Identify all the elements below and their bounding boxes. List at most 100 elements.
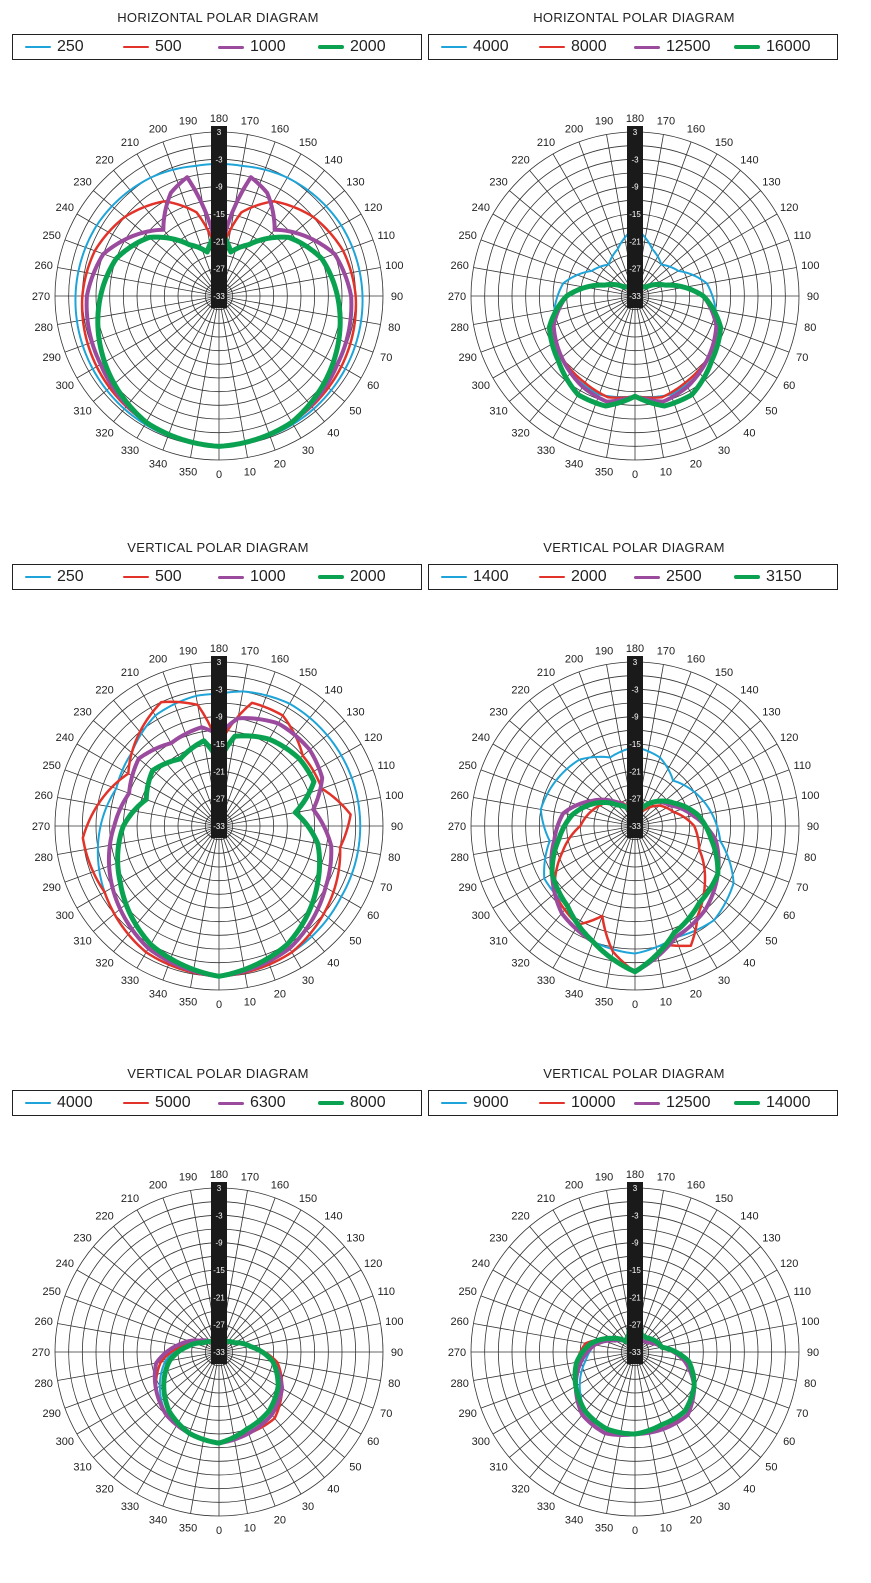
angle-tick-label: 230	[73, 707, 91, 719]
angle-tick-label: 60	[367, 380, 379, 392]
legend-label: 2500	[666, 568, 702, 585]
grid-spoke	[552, 153, 633, 291]
legend-item: 8000	[318, 1091, 386, 1115]
grid-spoke	[636, 1357, 692, 1507]
angle-tick-label: 0	[632, 1525, 638, 1537]
angle-tick-label: 340	[149, 458, 167, 470]
angle-tick-label: 50	[349, 1461, 361, 1473]
grid-spoke	[76, 1269, 215, 1350]
legend-swatch	[634, 1101, 660, 1105]
angle-tick-label: 180	[210, 643, 228, 655]
db-scale-bar	[211, 656, 227, 838]
angle-tick-label: 350	[595, 996, 613, 1008]
grid-spoke	[578, 141, 634, 291]
angle-tick-label: 260	[35, 260, 53, 272]
angle-tick-label: 30	[718, 445, 730, 457]
angle-tick-label: 140	[740, 685, 758, 697]
grid-spoke	[636, 1197, 692, 1347]
grid-spoke	[162, 671, 218, 821]
angle-tick-label: 340	[149, 988, 167, 1000]
angle-tick-label: 210	[537, 667, 555, 679]
grid-spoke	[636, 831, 692, 981]
grid-spoke	[529, 170, 632, 292]
grid-spoke	[224, 797, 381, 826]
db-tick-label: -21	[213, 767, 225, 776]
angle-tick-label: 180	[626, 113, 644, 125]
angle-tick-label: 330	[121, 975, 139, 987]
db-tick-label: -3	[215, 155, 223, 164]
legend-swatch	[539, 1102, 565, 1104]
grid-spoke	[529, 300, 632, 422]
angle-tick-label: 350	[595, 466, 613, 478]
angle-tick-label: 70	[380, 352, 392, 364]
angle-tick-label: 40	[327, 1483, 339, 1495]
angle-tick-label: 10	[660, 1522, 672, 1534]
angle-tick-label: 190	[179, 116, 197, 128]
grid-spoke	[220, 671, 276, 821]
grid-spoke	[76, 1354, 215, 1435]
angle-tick-label: 240	[472, 732, 490, 744]
angle-tick-label: 50	[765, 1461, 777, 1473]
angle-tick-label: 190	[179, 646, 197, 658]
grid-spoke	[529, 830, 632, 952]
angle-tick-label: 190	[595, 1172, 613, 1184]
angle-tick-label: 290	[459, 1408, 477, 1420]
angle-tick-label: 100	[385, 790, 403, 802]
legend-label: 4000	[57, 1094, 93, 1111]
grid-spoke	[162, 831, 218, 981]
grid-spoke	[64, 769, 214, 825]
angle-tick-label: 30	[718, 975, 730, 987]
angle-tick-label: 250	[459, 760, 477, 772]
angle-tick-label: 210	[121, 1193, 139, 1205]
grid-spoke	[473, 296, 630, 325]
angle-tick-label: 230	[73, 1233, 91, 1245]
db-tick-label: -9	[215, 713, 223, 722]
angle-tick-label: 220	[95, 1211, 113, 1223]
db-tick-label: -33	[629, 822, 641, 831]
legend-swatch	[218, 575, 244, 579]
angle-tick-label: 350	[595, 1522, 613, 1534]
legend-swatch	[634, 575, 660, 579]
db-tick-label: 3	[217, 658, 222, 667]
angle-tick-label: 80	[804, 322, 816, 334]
grid-spoke	[473, 797, 630, 826]
grid-spoke	[492, 213, 631, 294]
angle-tick-label: 320	[95, 957, 113, 969]
grid-spoke	[136, 301, 217, 439]
db-tick-label: -15	[213, 740, 225, 749]
angle-tick-label: 90	[807, 291, 819, 303]
angle-tick-label: 150	[715, 1193, 733, 1205]
angle-tick-label: 110	[378, 230, 396, 242]
grid-spoke	[223, 720, 345, 823]
db-tick-label: -3	[631, 685, 639, 694]
legend: 9000 10000 12500 14000	[428, 1090, 838, 1116]
grid-spoke	[113, 700, 216, 822]
angle-tick-label: 270	[448, 1347, 466, 1359]
angle-tick-label: 190	[595, 646, 613, 658]
grid-spoke	[57, 826, 214, 855]
legend-item: 2000	[318, 565, 386, 589]
grid-spoke	[578, 1197, 634, 1347]
db-tick-label: -9	[631, 183, 639, 192]
grid-spoke	[224, 239, 374, 295]
db-tick-label: -27	[629, 265, 641, 274]
grid-spoke	[480, 769, 630, 825]
grid-spoke	[638, 830, 741, 952]
grid-spoke	[636, 671, 692, 821]
angle-tick-label: 70	[380, 1408, 392, 1420]
angle-tick-label: 300	[472, 1436, 490, 1448]
legend: 4000 5000 6300 8000	[12, 1090, 422, 1116]
legend-label: 8000	[571, 38, 607, 55]
legend-label: 2000	[350, 38, 386, 55]
angle-tick-label: 80	[388, 1378, 400, 1390]
grid-spoke	[492, 298, 631, 379]
grid-spoke	[64, 827, 214, 883]
angle-tick-label: 200	[565, 654, 583, 666]
angle-tick-label: 0	[216, 1525, 222, 1537]
legend-swatch	[441, 1102, 467, 1104]
angle-tick-label: 150	[715, 667, 733, 679]
polar-plot: 0 10 20 30 40 50 60 70 80 90 100 110 120 130 140 150 160…	[448, 643, 820, 1011]
angle-tick-label: 290	[43, 882, 61, 894]
angle-tick-label: 210	[537, 137, 555, 149]
legend-swatch	[318, 575, 344, 579]
